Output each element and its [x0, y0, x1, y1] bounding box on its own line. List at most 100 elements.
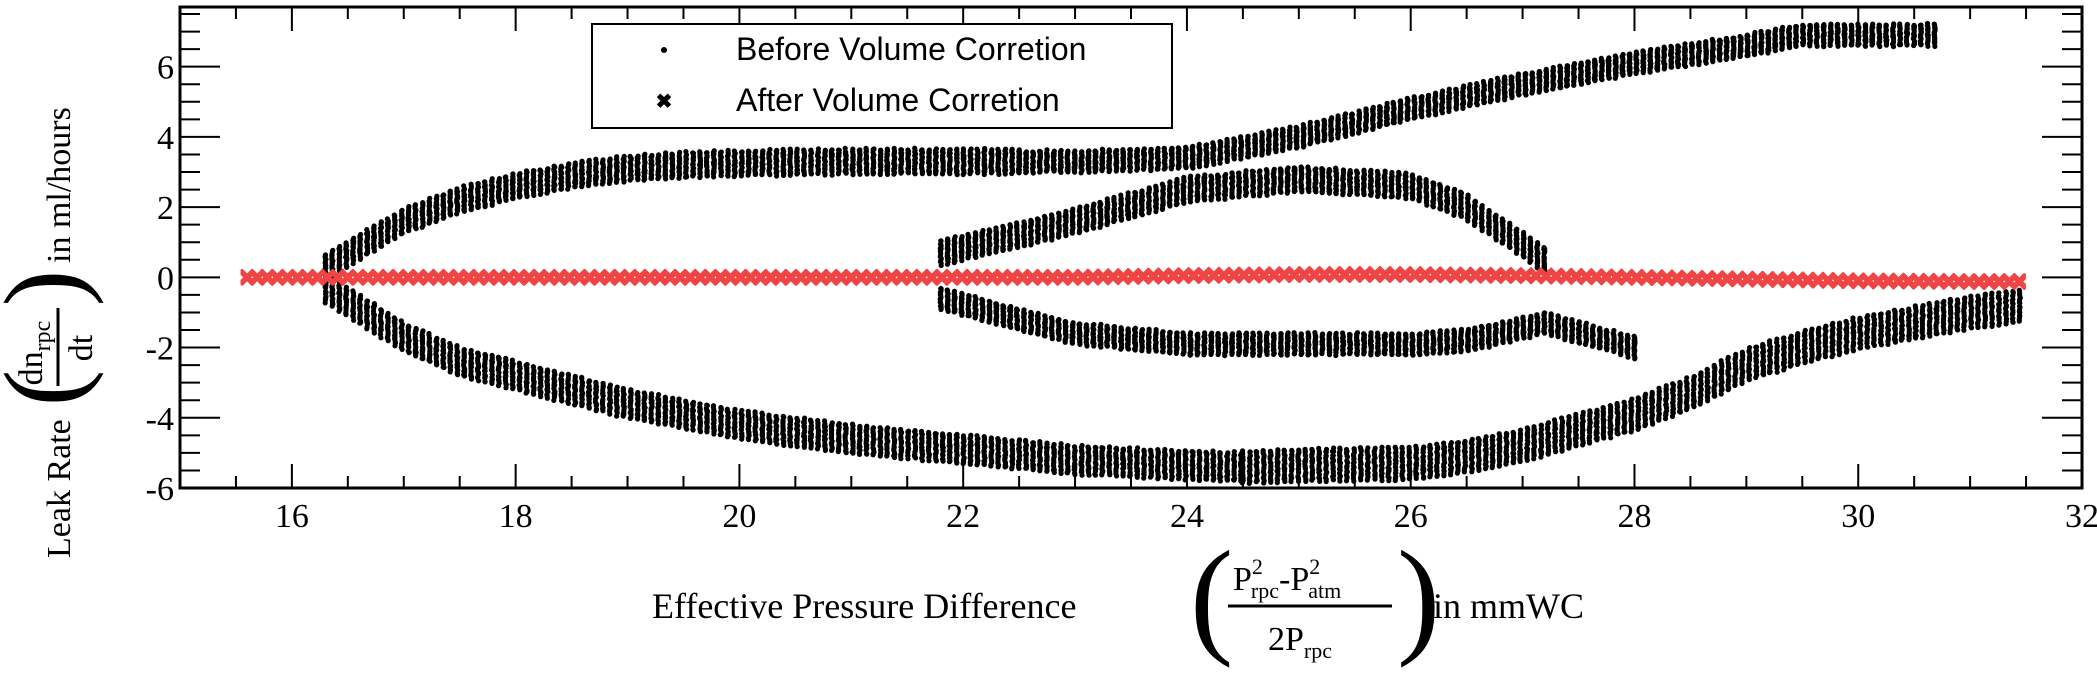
point-before — [378, 307, 384, 313]
point-before — [530, 364, 536, 370]
point-before — [1120, 446, 1126, 452]
point-before — [614, 154, 620, 160]
point-before — [559, 371, 565, 377]
x-label-paren-left: ( — [1190, 525, 1233, 669]
point-before — [600, 157, 606, 163]
point-before — [614, 384, 620, 390]
point-before — [461, 347, 467, 353]
point-before — [475, 181, 481, 187]
point-before — [343, 240, 349, 246]
point-before — [801, 147, 807, 153]
point-before — [878, 147, 884, 153]
point-before — [1072, 148, 1078, 154]
point-before — [1071, 444, 1078, 450]
point-before — [475, 350, 481, 356]
point-before — [842, 422, 848, 428]
point-before — [399, 207, 405, 213]
point-before — [1293, 124, 1299, 130]
point-before — [593, 156, 599, 162]
point-before — [440, 337, 446, 343]
point-before — [1023, 149, 1030, 155]
point-before — [703, 150, 710, 156]
point-before — [391, 315, 397, 321]
point-before — [1183, 144, 1189, 150]
y-label-den: dt — [63, 334, 100, 361]
point-before — [1287, 124, 1293, 130]
point-before — [766, 412, 772, 418]
x-axis-label: Effective Pressure Difference ( P2 rpc-P2… — [652, 525, 1584, 669]
point-before — [885, 425, 891, 431]
point-before — [1203, 449, 1209, 455]
point-before — [759, 410, 765, 416]
point-before — [871, 146, 877, 152]
x-label-den: 2Prpc — [1268, 621, 1332, 663]
point-before — [850, 146, 856, 152]
point-before — [780, 413, 786, 419]
point-before — [1106, 444, 1113, 450]
point-before — [510, 171, 516, 177]
point-before — [364, 227, 370, 233]
point-before — [1238, 134, 1244, 140]
series-before — [322, 20, 2023, 486]
point-before — [905, 147, 911, 153]
point-before — [974, 433, 980, 439]
point-before — [1009, 146, 1015, 152]
point-before — [857, 423, 863, 429]
point-before — [662, 394, 668, 400]
point-before — [1106, 147, 1112, 153]
point-before — [815, 146, 822, 152]
point-before — [620, 385, 627, 392]
point-before — [933, 431, 939, 437]
point-before — [774, 147, 780, 153]
point-before — [551, 368, 557, 374]
plot-area — [240, 20, 2026, 486]
point-before — [406, 203, 412, 210]
point-before — [517, 171, 523, 177]
point-before — [815, 417, 821, 424]
point-before — [884, 146, 890, 152]
point-before — [995, 436, 1001, 442]
point-before — [1252, 132, 1258, 138]
point-before — [413, 325, 419, 332]
point-before — [968, 432, 974, 438]
point-before — [711, 148, 717, 154]
point-before — [739, 149, 745, 155]
point-before — [1079, 149, 1085, 155]
point-before — [468, 347, 474, 354]
point-before — [503, 174, 509, 180]
point-before — [1086, 148, 1092, 154]
point-before — [1217, 450, 1223, 456]
point-before — [710, 403, 717, 409]
point-before — [1037, 439, 1043, 445]
point-before — [1113, 148, 1119, 154]
point-before — [551, 163, 557, 169]
point-before — [807, 417, 814, 423]
point-before — [718, 149, 724, 155]
point-before — [912, 145, 918, 151]
y-label-prefix: Leak Rate — [41, 419, 78, 558]
point-before — [891, 145, 897, 151]
point-before — [384, 216, 390, 222]
point-before — [697, 149, 703, 155]
x-label-suffix: in mmWC — [1433, 586, 1584, 626]
point-before — [1092, 444, 1098, 450]
point-before — [690, 399, 697, 405]
point-before — [607, 156, 613, 162]
point-before — [960, 433, 967, 439]
point-before — [1155, 447, 1161, 453]
point-before — [1182, 448, 1188, 454]
point-before — [787, 146, 793, 152]
point-before — [940, 146, 946, 153]
point-before — [1148, 146, 1154, 152]
point-before — [954, 431, 960, 437]
point-before — [385, 310, 391, 316]
point-before — [724, 406, 730, 412]
point-before — [683, 398, 689, 404]
point-before — [1147, 447, 1153, 453]
point-before — [1141, 146, 1147, 152]
point-before — [1092, 148, 1098, 154]
point-before — [718, 404, 724, 411]
point-before — [440, 192, 447, 198]
point-before — [697, 401, 703, 407]
